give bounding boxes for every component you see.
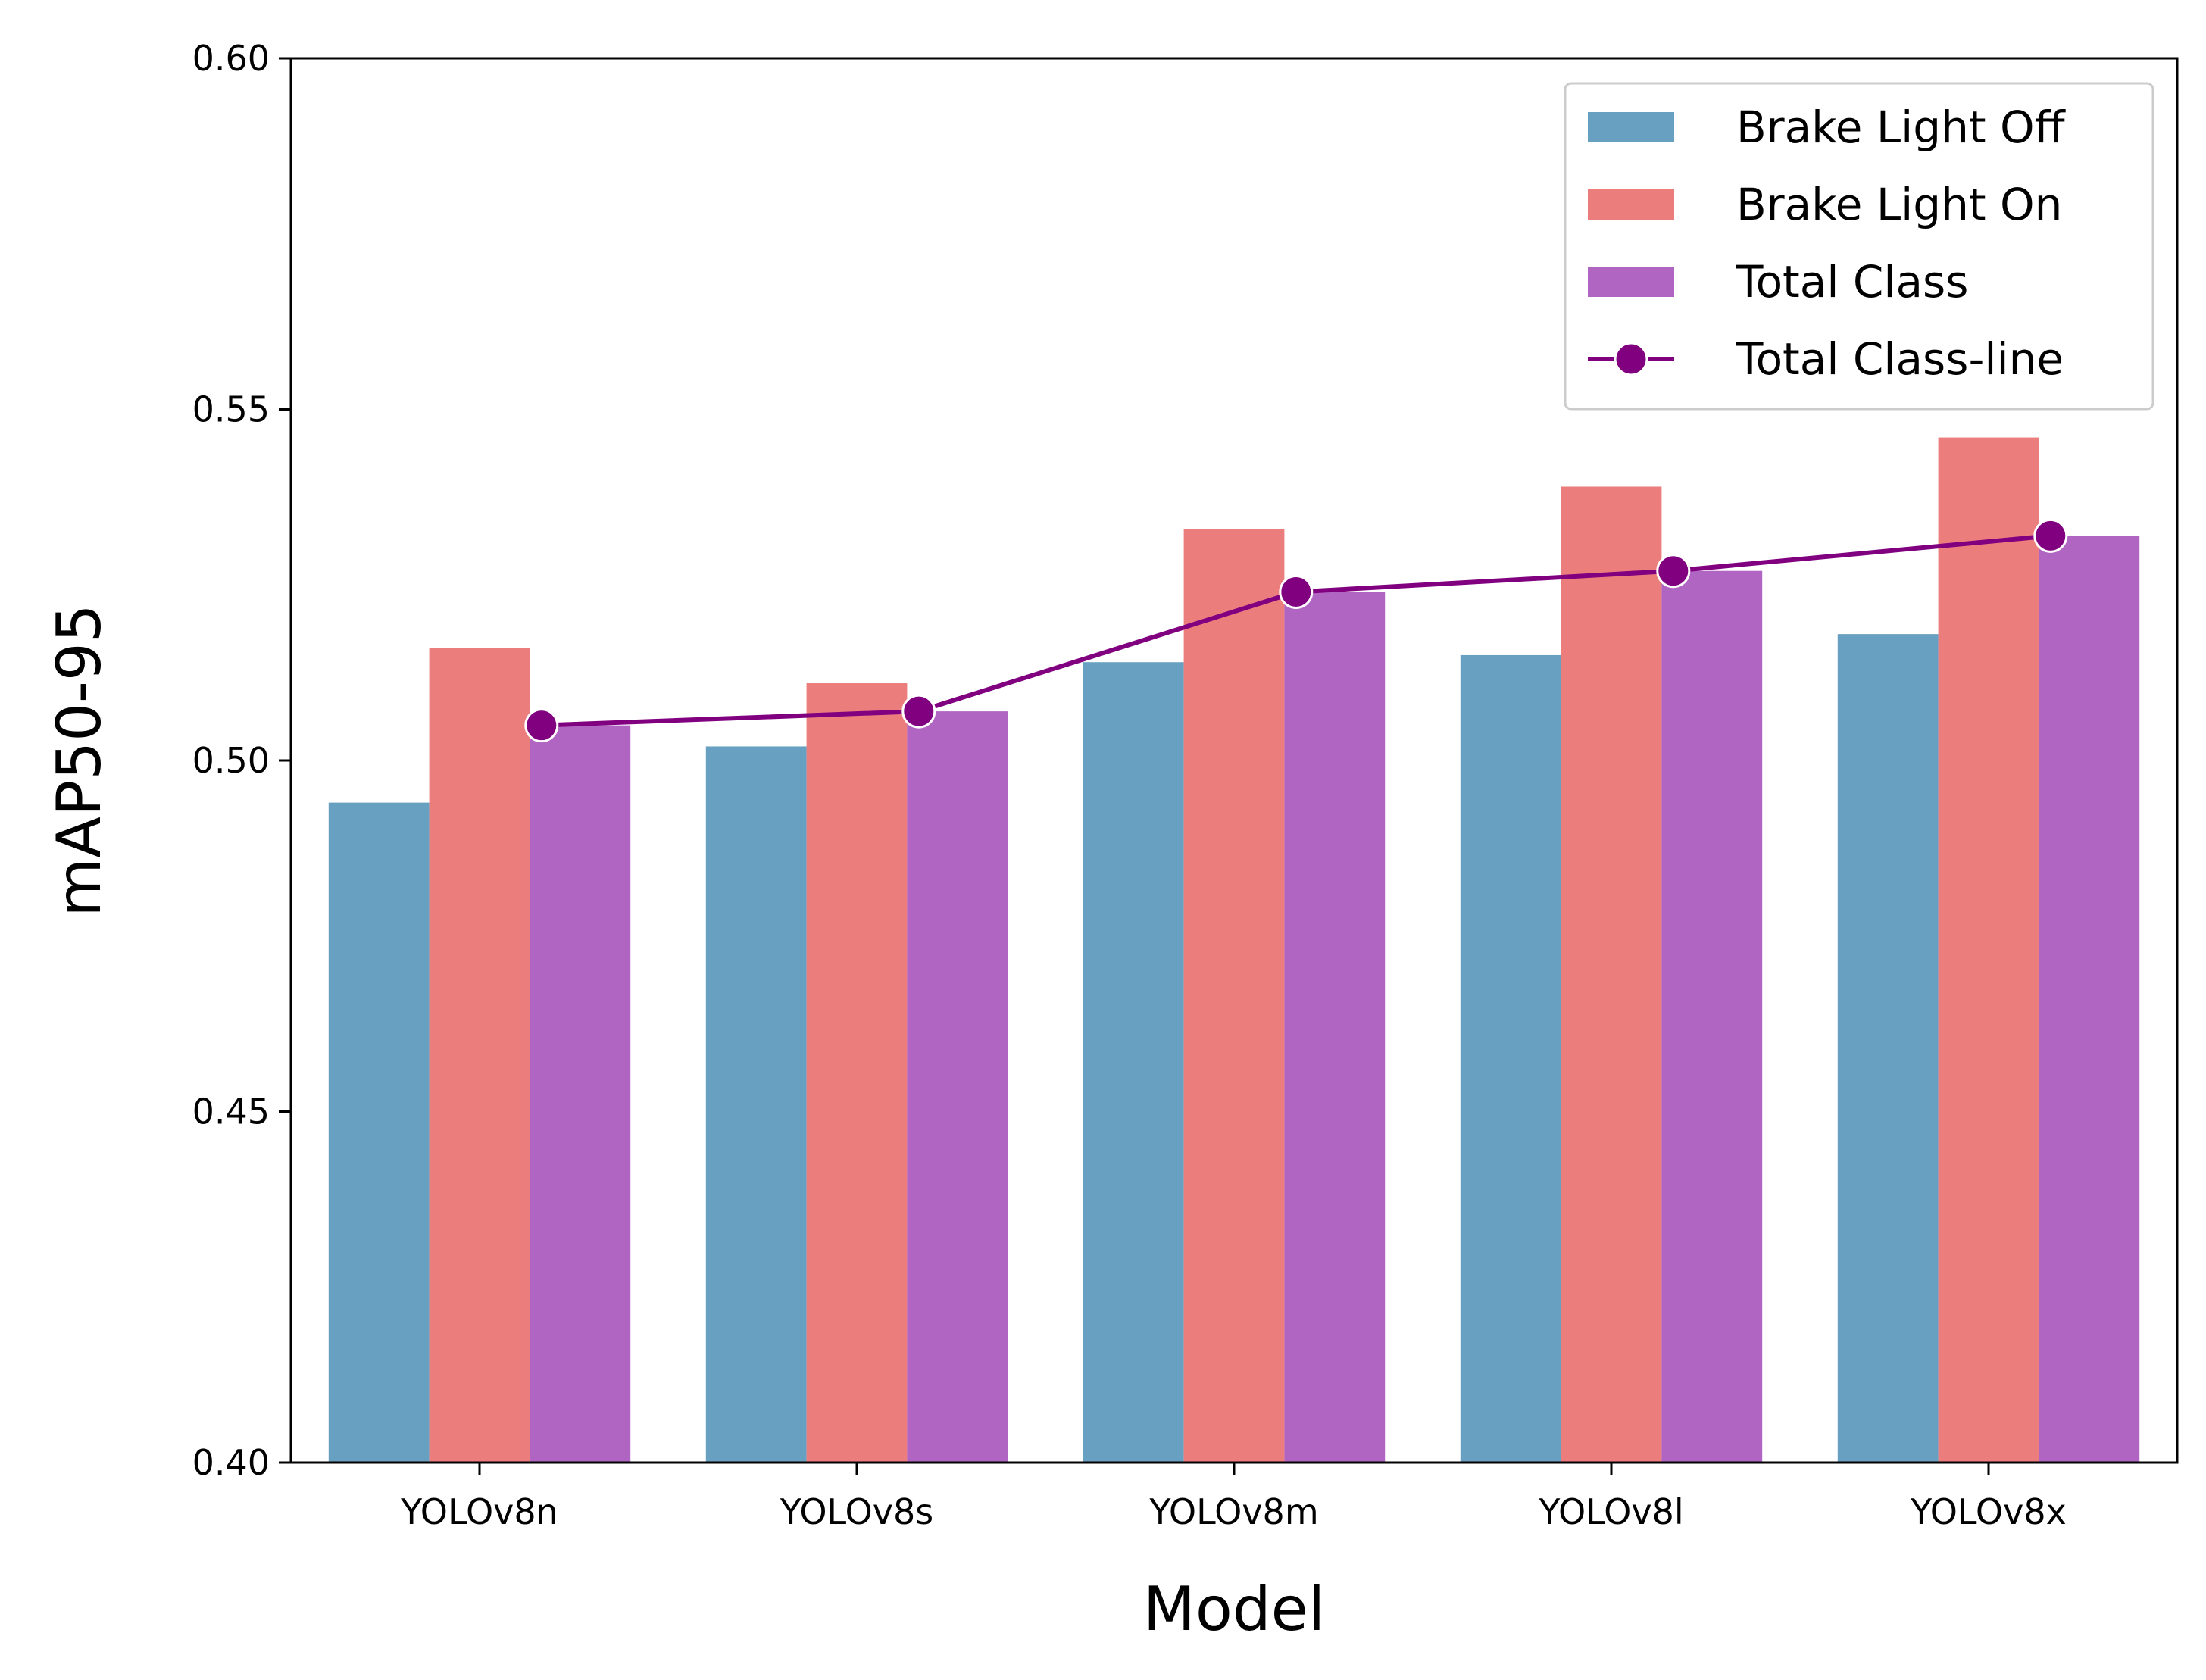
legend: Brake Light Off Brake Light On Total Class…: [1564, 82, 2154, 411]
legend-swatch: [1588, 189, 1674, 220]
legend-label: Total Class: [1736, 256, 1968, 308]
bar-brake-light-on-yolov8s: [806, 683, 908, 1463]
bar-brake-light-on-yolov8n: [429, 648, 530, 1463]
y-tick-label: 0.60: [192, 38, 270, 79]
bar-total-class-yolov8l: [1661, 570, 1763, 1463]
line-layer: [524, 518, 2068, 743]
total-class-marker-yolov8n: [524, 708, 559, 743]
bar-brake-light-on-yolov8l: [1561, 486, 1662, 1463]
legend-label: Total Class-line: [1736, 333, 2064, 385]
total-class-marker-yolov8x: [2033, 518, 2068, 553]
bar-brake-light-off-yolov8m: [1083, 662, 1184, 1463]
y-tick-label: 0.50: [192, 740, 270, 781]
bar-total-class-yolov8x: [2039, 536, 2140, 1463]
bar-brake-light-on-yolov8x: [1938, 437, 2039, 1463]
legend-swatch: [1588, 112, 1674, 142]
y-tick-label: 0.45: [192, 1091, 270, 1132]
total-class-marker-yolov8l: [1656, 554, 1691, 589]
bars-layer: [328, 437, 2140, 1463]
total-class-marker-yolov8m: [1279, 575, 1314, 610]
bar-brake-light-off-yolov8n: [328, 802, 430, 1463]
bar-brake-light-on-yolov8m: [1183, 529, 1285, 1463]
bar-total-class-yolov8m: [1284, 592, 1386, 1463]
x-tick-label: YOLOv8x: [1910, 1491, 2067, 1532]
legend-label: Brake Light Off: [1736, 101, 2067, 153]
x-tick-label: YOLOv8s: [780, 1491, 933, 1532]
bar-total-class-yolov8s: [907, 711, 1008, 1463]
x-tick-label: YOLOv8m: [1148, 1491, 1318, 1532]
bar-brake-light-off-yolov8s: [705, 746, 807, 1463]
bar-brake-light-off-yolov8l: [1460, 654, 1561, 1463]
y-axis-label: mAP50-95: [44, 604, 114, 917]
y-tick-label: 0.55: [192, 389, 270, 430]
x-axis-label: Model: [1143, 1574, 1325, 1644]
x-tick-label: YOLOv8l: [1538, 1491, 1683, 1532]
legend-label: Brake Light On: [1736, 179, 2062, 230]
x-tick-label: YOLOv8n: [400, 1491, 558, 1532]
x-axis: YOLOv8n YOLOv8s YOLOv8m YOLOv8l YOLOv8x: [400, 1463, 2067, 1532]
y-tick-label: 0.40: [192, 1442, 270, 1483]
bar-total-class-yolov8n: [530, 725, 631, 1463]
legend-marker-swatch: [1614, 342, 1648, 376]
y-axis: 0.40 0.45 0.50 0.55 0.60: [192, 38, 291, 1483]
total-class-marker-yolov8s: [901, 694, 936, 729]
legend-swatch: [1588, 267, 1674, 297]
legend-frame: [1564, 82, 2154, 411]
bar-brake-light-off-yolov8x: [1837, 634, 1939, 1463]
